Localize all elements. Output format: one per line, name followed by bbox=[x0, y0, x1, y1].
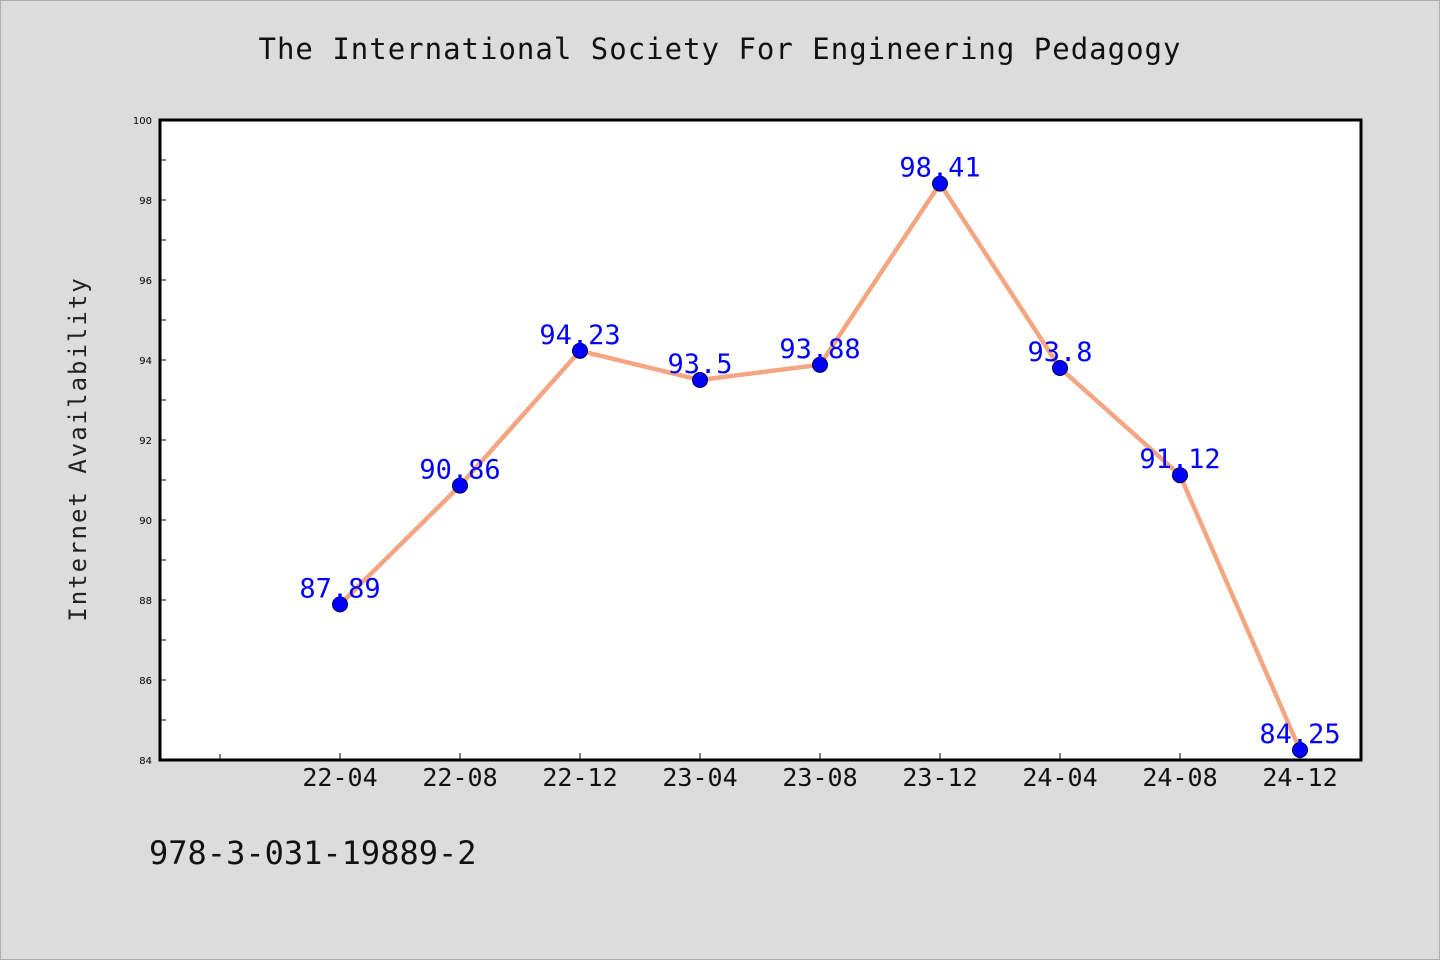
y-tick-label: 100 bbox=[133, 116, 152, 127]
isbn-footer: 978-3-031-19889-2 bbox=[149, 834, 477, 872]
x-tick-label: 24-04 bbox=[1022, 763, 1097, 792]
chart-title: The International Society For Engineerin… bbox=[258, 32, 1182, 66]
data-point bbox=[692, 372, 708, 388]
data-point bbox=[812, 356, 828, 373]
data-point bbox=[572, 342, 588, 359]
x-tick-label: 22-08 bbox=[422, 763, 497, 792]
y-tick-label: 90 bbox=[139, 516, 152, 527]
y-tick-label: 94 bbox=[139, 356, 152, 367]
data-point bbox=[332, 596, 348, 613]
data-label: 91.12 bbox=[1139, 444, 1220, 475]
x-tick-label: 23-08 bbox=[782, 763, 857, 792]
x-tick-label: 22-12 bbox=[542, 763, 617, 792]
data-point bbox=[1172, 467, 1188, 484]
x-tick-label: 24-08 bbox=[1142, 763, 1217, 792]
y-tick-label: 98 bbox=[139, 196, 152, 207]
x-tick-label: 23-12 bbox=[902, 763, 977, 792]
y-tick-label: 88 bbox=[139, 596, 152, 607]
data-point bbox=[452, 477, 468, 494]
x-tick-label: 23-04 bbox=[662, 763, 737, 792]
data-point bbox=[1292, 742, 1308, 758]
data-label: 87.89 bbox=[299, 573, 380, 604]
data-label: 93.88 bbox=[779, 334, 860, 365]
y-tick-label: 86 bbox=[139, 676, 152, 687]
data-point bbox=[932, 175, 948, 192]
x-tick-label: 22-04 bbox=[302, 763, 377, 792]
y-tick-label: 92 bbox=[139, 436, 152, 447]
y-tick-label: 84 bbox=[139, 756, 152, 767]
data-label: 98.41 bbox=[899, 153, 980, 184]
data-label: 90.86 bbox=[419, 455, 500, 486]
x-tick-label: 24-12 bbox=[1262, 763, 1337, 792]
data-label: 84.25 bbox=[1259, 719, 1340, 750]
data-label: 93.5 bbox=[667, 349, 732, 380]
plot-area bbox=[158, 118, 1363, 762]
data-label: 93.8 bbox=[1027, 337, 1092, 368]
y-tick-label: 96 bbox=[139, 276, 152, 287]
data-point bbox=[1052, 360, 1068, 376]
data-label: 94.23 bbox=[539, 320, 620, 351]
